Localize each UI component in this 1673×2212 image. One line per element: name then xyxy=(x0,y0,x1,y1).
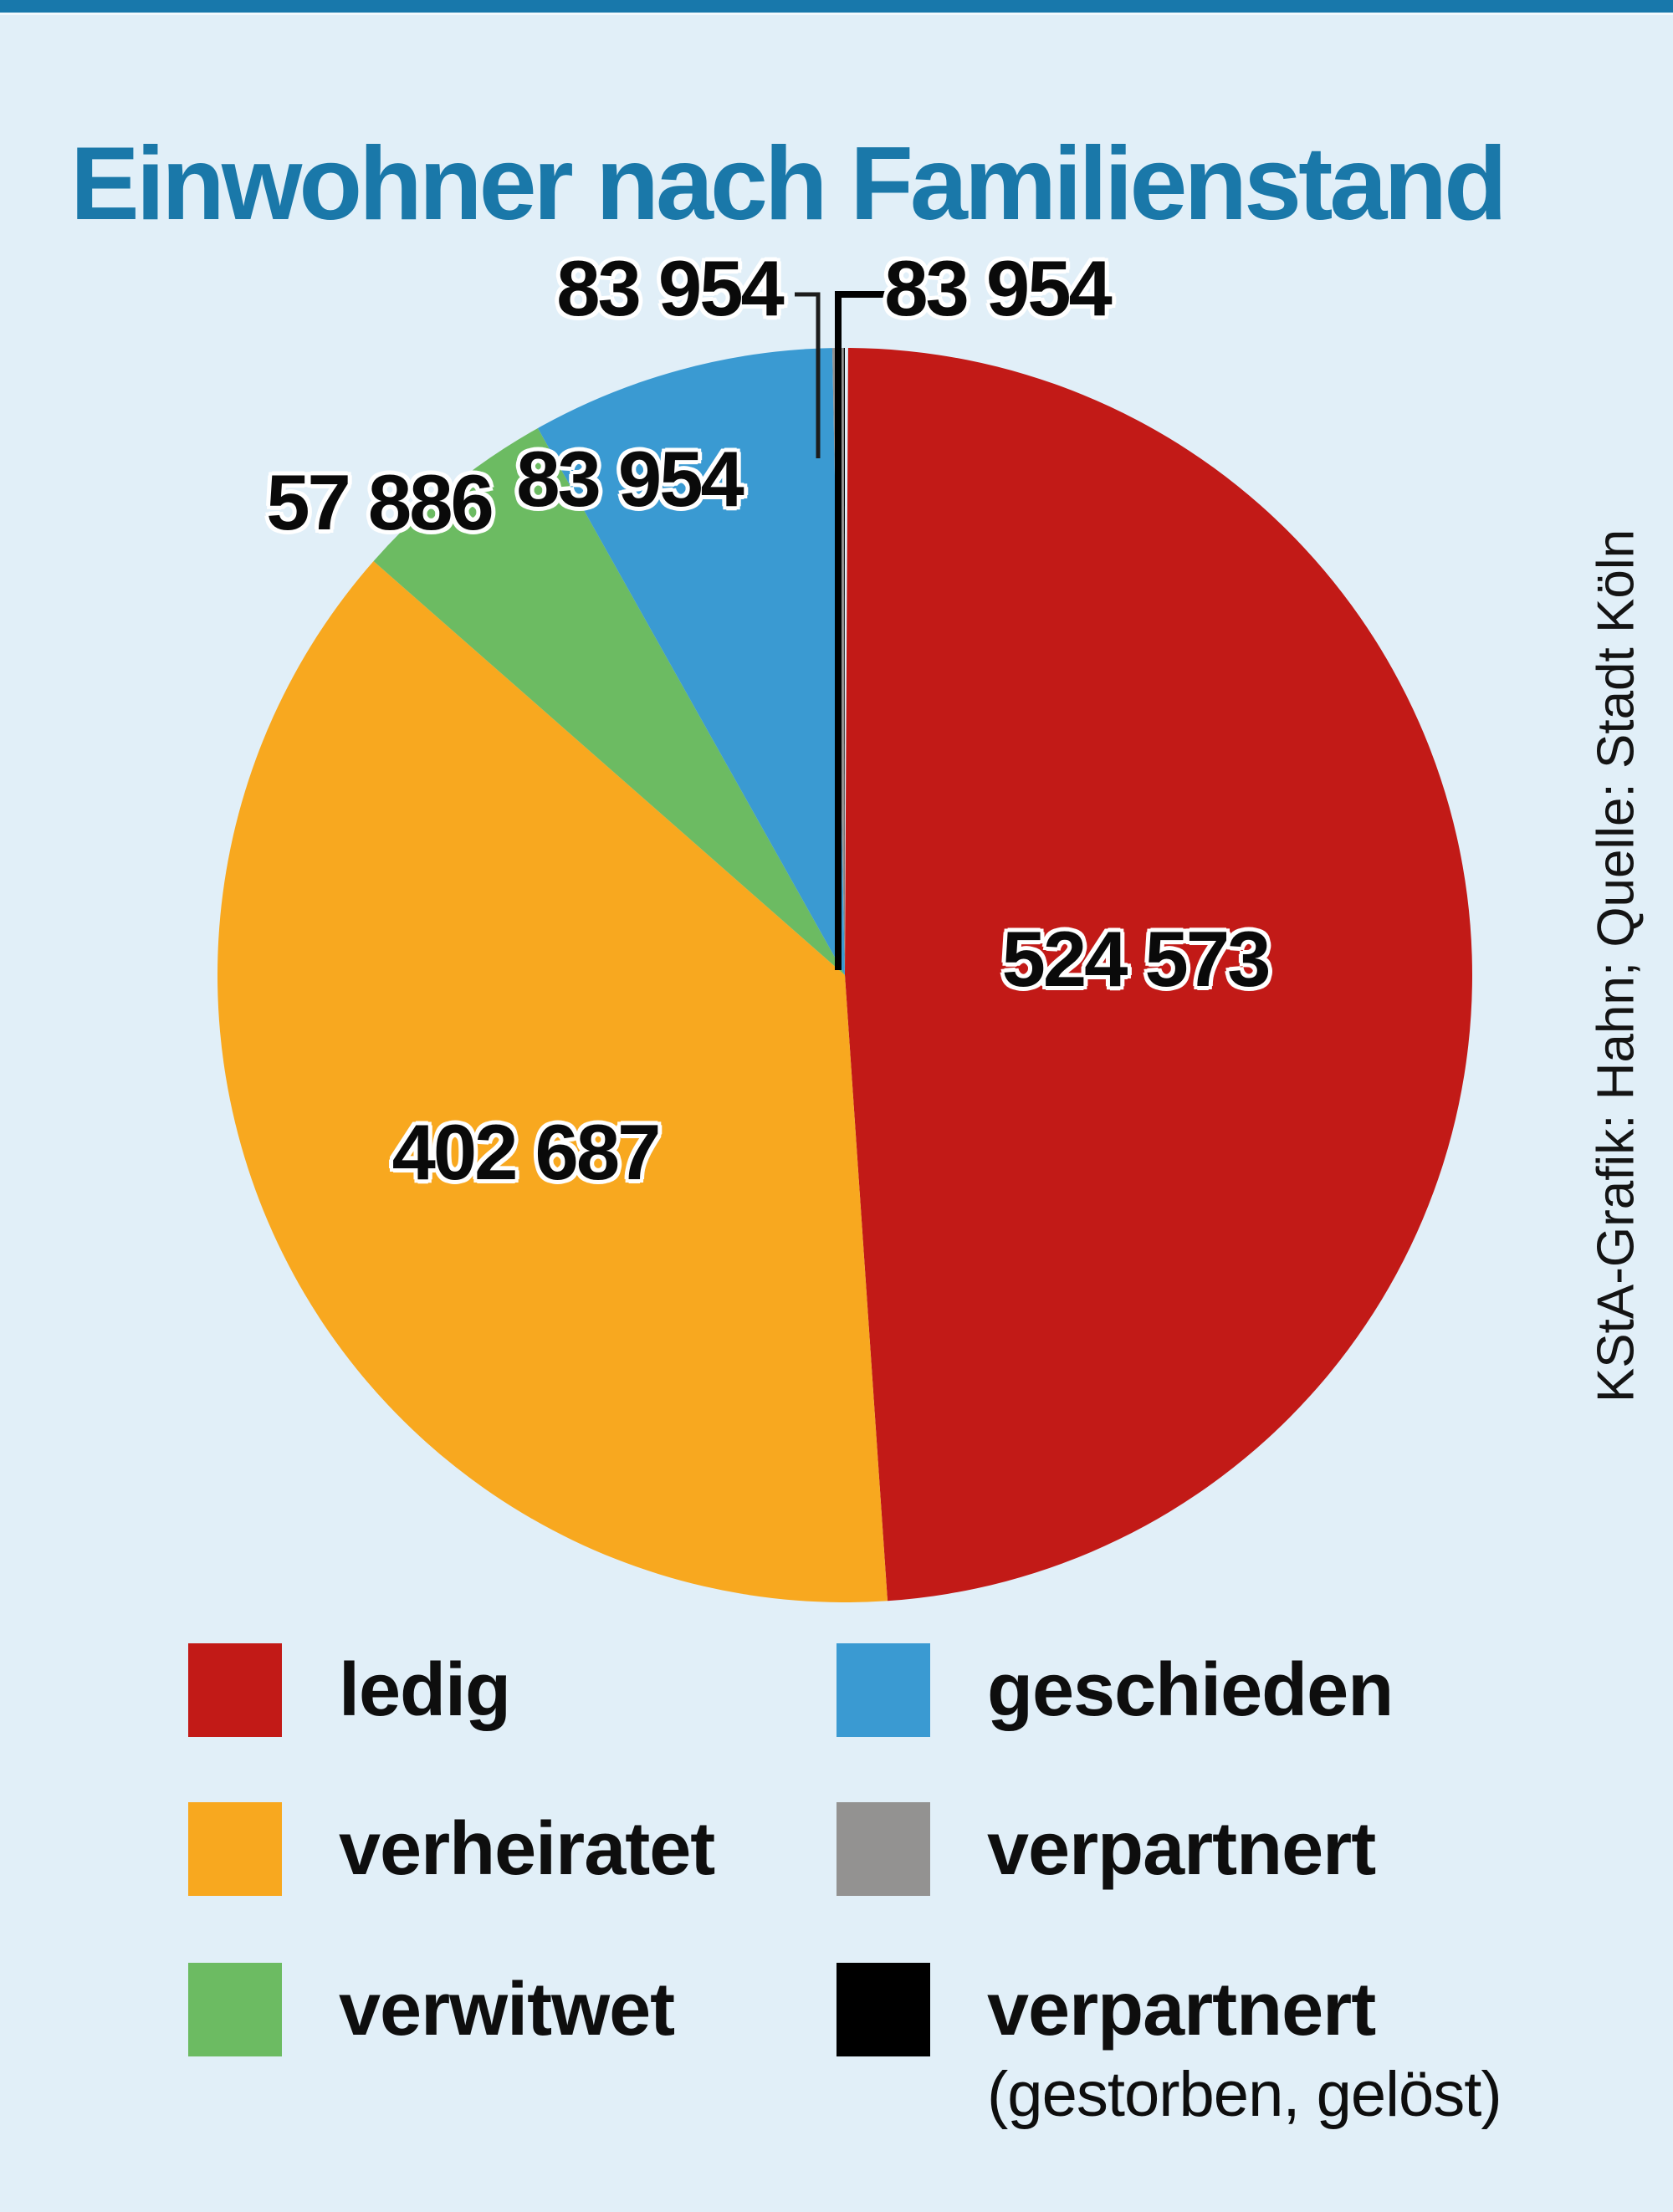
callout-verpartnert xyxy=(795,292,821,458)
legend-swatch-verpartnert xyxy=(836,1802,930,1896)
legend-item-verheiratet: verheiratet xyxy=(188,1802,715,1896)
legend-label-verwitwet: verwitwet xyxy=(339,1968,675,2051)
pie-slice-verpartnert-gestorben-geloest xyxy=(843,348,845,975)
legend-item-verpartnert: verpartnert xyxy=(836,1802,1376,1896)
callout-verpartnert-gestorben xyxy=(835,291,885,970)
value-label-verpartnert-gestorben-geloest: 83 954 xyxy=(884,244,1113,332)
legend-item-verpartnert-gestorben-geloest: verpartnert (gestorben, gelöst) xyxy=(836,1963,1502,2133)
legend-label-ledig: ledig xyxy=(339,1648,511,1732)
source-credit: KStA-Grafik: Hahn; Quelle: Stadt Köln xyxy=(1587,529,1645,1403)
legend-item-geschieden: geschieden xyxy=(836,1643,1394,1737)
legend-swatch-verwitwet xyxy=(188,1963,282,2056)
pie-slice-verwitwet xyxy=(373,427,846,975)
legend-label-verpartnert-gestorben-geloest: verpartnert xyxy=(987,1968,1376,2051)
legend-sublabel-gestorben-geloest: (gestorben, gelöst) xyxy=(987,2059,1502,2130)
legend-label-verpartnert: verpartnert xyxy=(987,1807,1376,1891)
legend-swatch-geschieden xyxy=(836,1643,930,1737)
top-rule-bar xyxy=(0,0,1673,15)
legend-swatch-verheiratet xyxy=(188,1802,282,1896)
legend-item-ledig: ledig xyxy=(188,1643,511,1737)
page-title: Einwohner nach Familienstand xyxy=(70,126,1507,243)
legend-swatch-ledig xyxy=(188,1643,282,1737)
pie-slice-verheiratet xyxy=(217,560,888,1602)
pie-slice-geschieden xyxy=(537,348,845,975)
value-label-verwitwet: 57 886 xyxy=(266,458,494,546)
value-label-ledig: 524 573 xyxy=(1001,915,1271,1003)
pie-slice-ledig xyxy=(845,348,1473,1602)
legend-swatch-verpartnert-gestorben-geloest xyxy=(836,1963,930,2056)
legend-label-verheiratet: verheiratet xyxy=(339,1807,715,1891)
value-label-geschieden: 83 954 xyxy=(516,435,744,523)
legend-label-geschieden: geschieden xyxy=(987,1648,1394,1732)
value-label-verheiratet: 402 687 xyxy=(391,1108,662,1196)
value-label-verpartnert: 83 954 xyxy=(556,244,785,332)
legend-item-verwitwet: verwitwet xyxy=(188,1963,675,2056)
